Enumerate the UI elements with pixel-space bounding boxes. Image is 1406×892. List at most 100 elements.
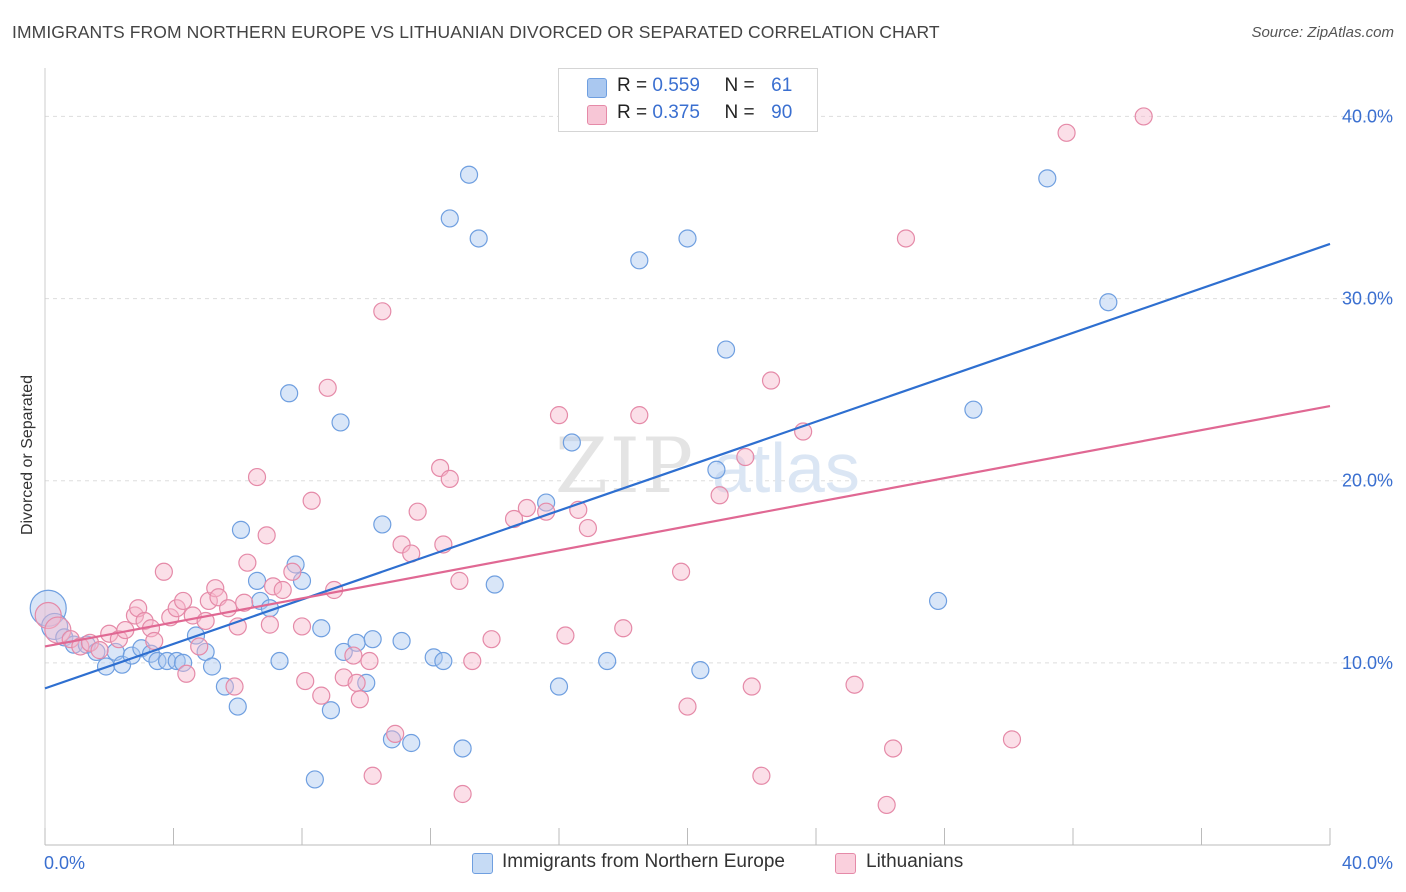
data-point — [296, 671, 315, 691]
data-point — [145, 631, 164, 651]
data-point — [716, 340, 736, 359]
data-point — [257, 526, 276, 545]
data-point — [363, 766, 382, 785]
legend-swatch-lithuanians — [587, 105, 607, 125]
data-point — [459, 165, 479, 184]
data-point — [71, 637, 90, 656]
data-point — [347, 673, 366, 692]
data-point — [154, 562, 173, 581]
data-point — [562, 433, 581, 452]
gridlines — [45, 115, 1392, 664]
data-point — [174, 591, 193, 611]
data-point — [215, 677, 234, 696]
data-point — [228, 697, 247, 716]
data-point — [424, 648, 443, 667]
data-point — [598, 651, 617, 671]
data-point — [482, 630, 501, 649]
data-point — [386, 724, 405, 743]
tick-labels: 10.0% 20.0% 30.0% 40.0% 0.0% 40.0% — [44, 106, 1393, 873]
data-point — [742, 677, 761, 696]
data-point — [408, 502, 427, 521]
legend-r-label: R = — [617, 102, 648, 123]
series-lithuanians-points — [34, 107, 1153, 815]
legend-row-lithuanians: R = 0.375 N = 90 — [617, 102, 792, 124]
data-point — [225, 677, 244, 696]
data-point — [402, 733, 421, 753]
legend-r-value: 0.375 — [652, 102, 700, 123]
trend-lines — [44, 242, 1331, 690]
data-point — [280, 384, 299, 403]
legend-n-value: 90 — [771, 102, 793, 123]
data-point — [549, 406, 569, 425]
data-point — [578, 518, 598, 538]
data-point — [231, 520, 251, 539]
data-point — [736, 447, 755, 467]
watermark-atlas: atlas — [712, 429, 860, 507]
data-point — [504, 509, 524, 529]
data-point — [344, 646, 363, 665]
data-point — [440, 209, 459, 228]
bottom-legend-swatch-lithuanians — [835, 853, 856, 874]
correlation-legend: R = 0.559 N = 61 R = 0.375 N = 90 — [558, 68, 818, 132]
data-point — [517, 498, 536, 518]
data-point — [392, 535, 411, 554]
data-point — [537, 493, 556, 512]
data-point — [928, 591, 948, 611]
x-tick-label: 0.0% — [44, 853, 85, 873]
axes — [44, 68, 1331, 846]
data-point — [90, 641, 109, 660]
data-point — [321, 701, 341, 720]
data-point — [434, 651, 453, 671]
bottom-legend-immigrants: Immigrants from Northern Europe — [502, 851, 785, 872]
data-point — [167, 651, 186, 671]
data-point — [1057, 123, 1076, 142]
data-point — [964, 400, 983, 419]
data-point — [752, 766, 771, 785]
data-point — [707, 460, 726, 479]
data-point — [247, 467, 267, 487]
data-point — [174, 653, 193, 672]
data-point — [392, 631, 411, 651]
data-point — [260, 615, 279, 634]
data-point — [148, 651, 167, 671]
data-point — [549, 677, 569, 696]
source-label: Source: ZipAtlas.com — [1251, 24, 1394, 41]
data-point — [671, 562, 691, 581]
data-point — [1134, 107, 1153, 126]
data-point — [135, 611, 154, 631]
data-point — [896, 229, 916, 248]
data-point — [190, 637, 209, 656]
legend-swatch-immigrants — [587, 78, 607, 98]
y-tick-label: 10.0% — [1342, 653, 1393, 673]
data-point — [87, 642, 106, 662]
data-point — [350, 690, 369, 709]
data-point — [614, 619, 633, 638]
data-point — [292, 617, 312, 636]
data-point — [382, 730, 402, 749]
x-tick-label: 40.0% — [1342, 853, 1393, 873]
data-point — [469, 229, 488, 248]
data-point — [263, 577, 283, 596]
data-point — [292, 571, 312, 590]
data-point — [302, 491, 321, 510]
y-tick-label: 30.0% — [1342, 289, 1393, 309]
data-point — [845, 675, 864, 694]
data-point — [691, 661, 710, 680]
legend-n-value: 61 — [771, 75, 793, 96]
data-point — [363, 630, 382, 649]
data-point — [453, 739, 472, 758]
bottom-legend-lithuanians: Lithuanians — [866, 851, 964, 872]
data-point — [440, 469, 459, 488]
legend-n-label: N = — [724, 102, 755, 123]
legend-r-value: 0.559 — [652, 75, 700, 96]
data-point — [1099, 293, 1118, 312]
data-point — [556, 626, 575, 645]
data-point — [247, 571, 267, 590]
data-point — [630, 406, 649, 425]
data-point — [283, 562, 302, 581]
data-point — [450, 571, 469, 590]
data-point — [270, 651, 289, 671]
data-point — [373, 515, 392, 534]
data-point — [312, 619, 331, 638]
legend-r-label: R = — [617, 75, 648, 96]
